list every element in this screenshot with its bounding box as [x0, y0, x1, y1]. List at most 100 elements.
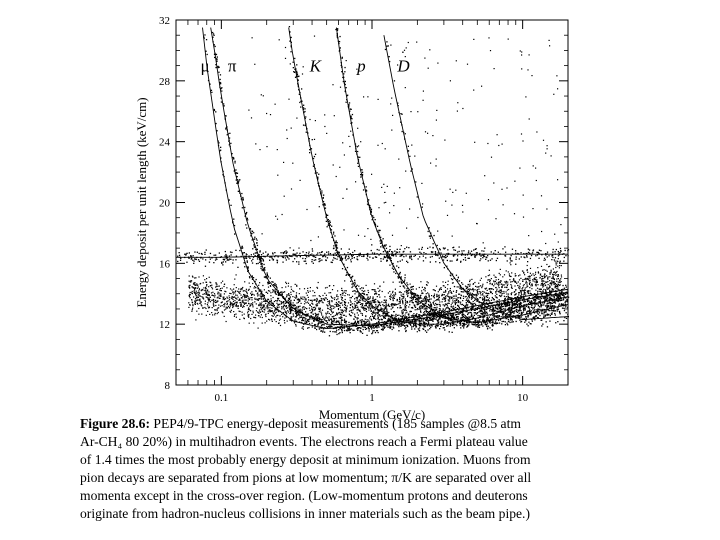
data-point — [450, 320, 452, 322]
data-point — [241, 297, 243, 299]
data-point — [247, 219, 249, 221]
data-point — [402, 309, 404, 311]
data-point — [556, 296, 558, 298]
data-point — [341, 324, 343, 326]
data-point — [426, 315, 428, 317]
data-point — [246, 227, 248, 229]
data-point — [292, 315, 295, 317]
data-point — [503, 295, 505, 297]
data-point — [243, 293, 245, 296]
data-point — [511, 260, 513, 262]
data-point — [336, 36, 338, 38]
data-point — [401, 324, 403, 326]
data-point — [291, 316, 293, 318]
data-point — [476, 254, 478, 256]
data-point — [242, 286, 244, 289]
data-point — [560, 250, 562, 252]
data-point — [369, 317, 371, 319]
data-point — [494, 306, 496, 308]
data-point — [319, 260, 321, 262]
data-point — [225, 291, 227, 293]
data-point — [484, 322, 486, 324]
data-point — [226, 303, 228, 306]
data-point — [528, 280, 530, 282]
data-point — [491, 317, 493, 319]
data-point — [528, 300, 530, 302]
data-point — [554, 282, 557, 285]
data-point — [402, 311, 404, 313]
data-point — [384, 256, 386, 259]
data-point — [319, 188, 322, 190]
data-point — [332, 305, 334, 307]
data-point — [313, 155, 316, 158]
data-point — [231, 303, 233, 305]
data-point — [191, 280, 193, 282]
data-point — [544, 297, 547, 299]
data-point — [279, 318, 282, 320]
data-point — [234, 305, 237, 307]
data-point — [367, 323, 369, 325]
data-point — [372, 301, 374, 303]
data-point — [436, 319, 438, 321]
data-point — [275, 311, 277, 313]
data-point — [344, 80, 346, 83]
data-point — [304, 260, 307, 262]
data-point — [295, 311, 297, 314]
data-point — [236, 182, 238, 184]
data-point — [288, 298, 290, 301]
data-point — [311, 259, 313, 261]
data-point — [376, 325, 378, 327]
data-point — [385, 324, 387, 326]
data-point — [406, 311, 408, 313]
data-point — [206, 284, 208, 286]
data-point — [480, 255, 482, 257]
data-point — [229, 297, 231, 299]
data-point — [444, 316, 447, 318]
data-point — [557, 308, 560, 310]
data-point — [453, 307, 455, 309]
data-point — [421, 290, 423, 292]
data-point — [228, 295, 230, 297]
data-point — [406, 324, 408, 326]
data-point — [246, 217, 248, 219]
data-point — [341, 56, 343, 58]
data-point — [506, 303, 508, 305]
data-point — [547, 277, 549, 279]
data-point — [500, 304, 503, 306]
data-point — [484, 305, 486, 308]
data-point — [447, 249, 449, 251]
data-point — [400, 319, 402, 321]
data-point — [510, 317, 512, 319]
data-point — [401, 321, 403, 323]
data-point — [253, 244, 255, 246]
data-point — [362, 290, 365, 293]
data-point — [285, 316, 287, 318]
data-point — [452, 315, 454, 317]
data-point — [486, 325, 488, 328]
data-point — [262, 294, 265, 296]
data-point — [340, 256, 342, 258]
data-point — [553, 310, 555, 312]
data-point — [214, 296, 216, 298]
data-point — [299, 312, 301, 314]
data-point — [223, 103, 225, 105]
data-point — [340, 316, 342, 318]
data-point — [498, 299, 500, 301]
data-point — [327, 308, 329, 310]
data-point — [335, 327, 337, 329]
data-point — [531, 283, 533, 285]
data-point — [549, 291, 551, 293]
data-point — [541, 278, 543, 280]
data-point — [530, 313, 532, 315]
data-point — [493, 285, 495, 287]
data-point — [548, 302, 550, 304]
data-point — [495, 296, 497, 298]
data-point — [348, 102, 351, 104]
data-point — [301, 318, 304, 320]
data-point — [336, 333, 338, 336]
data-point — [315, 259, 317, 261]
data-point — [476, 292, 479, 294]
data-point — [369, 296, 371, 298]
data-point — [541, 297, 543, 300]
data-point — [299, 316, 301, 319]
